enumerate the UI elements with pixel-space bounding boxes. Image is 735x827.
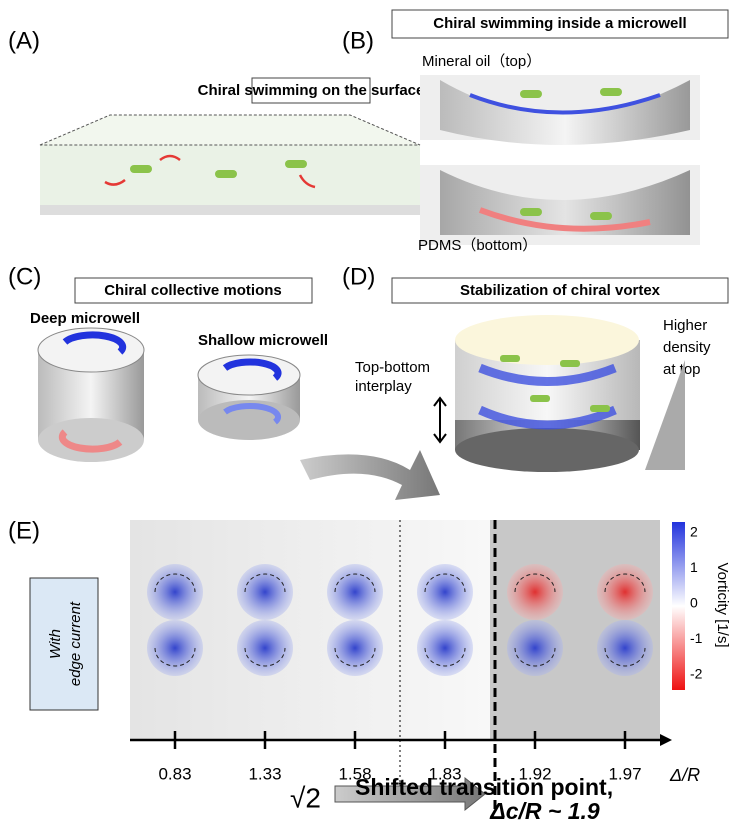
- panel-label: (D): [342, 263, 375, 290]
- stabilized-well: [455, 315, 640, 472]
- panel-label: (C): [8, 263, 41, 290]
- panel-title: Chiral swimming inside a microwell: [433, 15, 686, 32]
- colorbar: [672, 522, 685, 690]
- panel-label: (E): [8, 517, 40, 544]
- arrow: [300, 450, 440, 500]
- label: Mineral oil（top）: [422, 53, 541, 70]
- double-arrow: [434, 398, 446, 442]
- panel-title: Chiral collective motions: [104, 282, 282, 299]
- panel-label: (A): [8, 27, 40, 54]
- tick-label: 0.83: [158, 764, 191, 783]
- label: Shallow microwell: [198, 332, 328, 349]
- colorbar-tick-label: -1: [690, 630, 703, 646]
- label: Higher: [663, 317, 707, 334]
- sqrt2: √2: [290, 782, 321, 813]
- label: edge current: [67, 601, 84, 686]
- figure: (A) Chiral swimming on the surface (B) C…: [0, 0, 735, 827]
- colorbar-tick-label: -2: [690, 666, 703, 682]
- axis-arrow: [660, 734, 672, 746]
- label: Deep microwell: [30, 310, 140, 327]
- label: density: [663, 339, 711, 356]
- panel-title: Chiral swimming on the surface: [198, 82, 425, 99]
- condition-box: [30, 578, 98, 710]
- colorbar-label: Vorticity [1/s]: [714, 562, 731, 647]
- label: PDMS（bottom）: [418, 237, 537, 254]
- label: Top-bottom: [355, 359, 430, 376]
- transition-text: Shifted transition point,: [355, 774, 613, 800]
- shallow-well: [198, 355, 300, 440]
- deep-well: [38, 328, 144, 462]
- microwell-bottom: [420, 165, 700, 245]
- surface-slab: [40, 115, 420, 215]
- panel-label: (B): [342, 27, 374, 54]
- colorbar-tick-label: 2: [690, 524, 698, 540]
- colorbar-tick-label: 1: [690, 559, 698, 575]
- transition-text: Δc/R ~ 1.9: [489, 798, 600, 824]
- tick-label: 1.97: [608, 764, 641, 783]
- colorbar-tick-label: 0: [690, 595, 698, 611]
- panel-title: Stabilization of chiral vortex: [460, 282, 661, 299]
- tick-label: 1.33: [248, 764, 281, 783]
- label: With: [47, 629, 64, 659]
- label: interplay: [355, 378, 412, 395]
- axis-label: Δ/R: [669, 765, 700, 785]
- microwell-top: [420, 75, 700, 145]
